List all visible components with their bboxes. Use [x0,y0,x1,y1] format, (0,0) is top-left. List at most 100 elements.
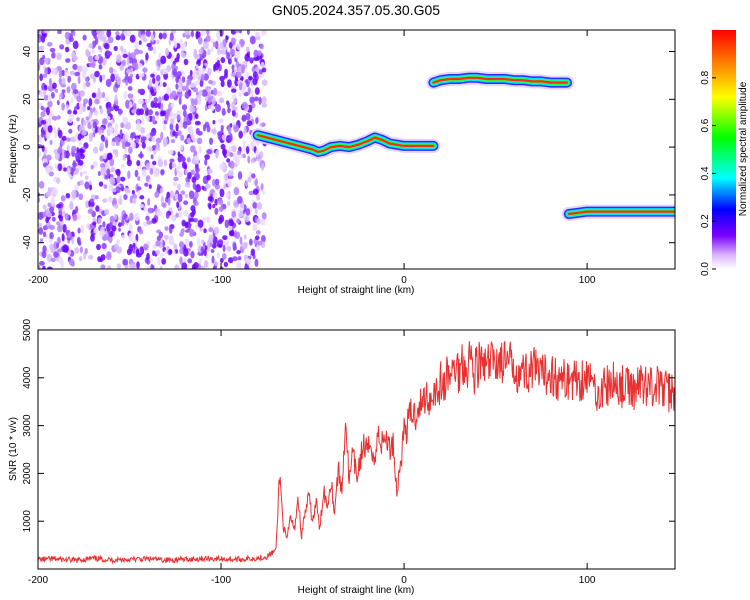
spectrogram-ylabel: Frequency (Hz) [8,115,19,184]
noise-dot [212,87,218,96]
noise-dot [77,159,84,166]
noise-dot [145,162,151,171]
noise-dot [123,213,128,219]
noise-dot [217,46,221,56]
noise-dot [139,246,145,255]
noise-dot [172,250,176,256]
noise-dot [53,126,57,134]
noise-dot [115,35,121,41]
noise-dot [219,188,225,198]
noise-dot [97,87,101,96]
noise-dot [40,34,46,43]
noise-dot [203,228,207,234]
noise-dot [119,65,125,71]
noise-dot [67,75,72,83]
noise-dot [214,207,219,215]
noise-dot [112,188,117,193]
noise-dot [254,31,261,38]
noise-dot [64,31,70,40]
noise-dot [45,154,52,161]
noise-dot [113,105,120,112]
noise-dot [81,129,87,136]
noise-dot [103,184,108,189]
noise-dot [186,78,192,86]
noise-dot [179,39,184,45]
noise-dot [223,184,227,190]
noise-dot [54,162,58,169]
noise-dot [70,82,77,91]
noise-dot [69,114,75,119]
noise-dot [122,53,128,59]
noise-dot [106,30,112,38]
noise-dot [178,97,182,105]
snr-xtick-label: -200 [28,575,48,586]
noise-dot [146,220,153,225]
noise-dot [39,57,45,66]
noise-dot [107,36,114,44]
noise-dot [168,249,173,255]
noise-dot [181,262,188,269]
noise-dot [256,201,263,210]
noise-dot [243,126,247,135]
noise-dot [38,211,44,221]
noise-dot [211,255,215,264]
noise-dot [231,94,237,99]
noise-dot [180,190,186,195]
noise-dot [194,156,199,165]
spectrogram-ytick-label: 0 [22,144,33,150]
noise-dot [160,195,164,204]
noise-dot [254,235,260,241]
noise-dot [123,193,128,200]
noise-dot [104,96,110,102]
noise-dot [60,195,66,202]
noise-dot [257,50,262,57]
noise-dot [249,35,256,45]
noise-dot [223,261,228,268]
noise-dot [94,98,100,105]
noise-dot [77,227,81,234]
noise-dot [254,208,258,215]
noise-dot [158,96,162,104]
noise-dot [231,41,236,46]
noise-dot [180,228,185,234]
noise-dot [236,261,242,269]
noise-dot [208,203,212,210]
noise-dot [181,52,186,59]
spectrogram-xtick-label: -200 [28,275,48,286]
noise-dot [250,158,255,164]
noise-dot [134,41,139,49]
noise-dot [98,181,104,187]
noise-dot [181,219,186,227]
noise-dot [165,212,170,219]
noise-dot [250,90,254,97]
noise-dot [193,262,199,269]
noise-dot [61,102,66,111]
noise-dot [220,143,226,150]
noise-dot [254,258,259,268]
noise-dot [217,131,222,137]
noise-dot [71,236,75,245]
noise-dot [241,101,248,110]
noise-dot [262,189,265,195]
noise-dot [219,42,224,50]
noise-dot [257,240,263,246]
noise-dot [183,200,189,205]
noise-dot [169,122,174,131]
noise-dot [243,82,247,89]
noise-dot [247,176,252,183]
noise-dot [203,259,209,269]
noise-dot [231,210,237,218]
noise-dot [200,246,205,253]
noise-dot [206,174,211,181]
noise-dot [127,93,134,99]
noise-dot [260,235,266,243]
noise-dot [253,50,258,58]
noise-dot [234,78,239,87]
noise-dot [137,98,144,105]
noise-dot [232,106,239,111]
noise-dot [68,202,74,210]
noise-dot [118,197,123,206]
noise-dot [233,186,240,196]
noise-dot [256,243,261,252]
